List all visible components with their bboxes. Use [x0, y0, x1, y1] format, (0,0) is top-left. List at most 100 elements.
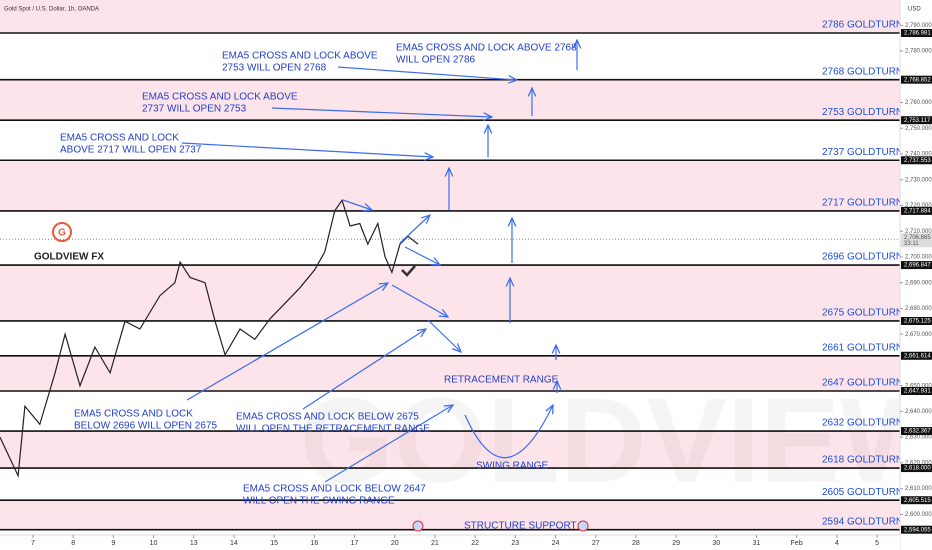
level-label: 2786 GOLDTURN [822, 20, 903, 31]
x-tick-label: 30 [712, 540, 720, 547]
y-tick-label: 2,700.000 [905, 255, 932, 261]
annotation: EMA5 CROSS AND LOCK [74, 409, 193, 420]
annotation: SWING RANGE [476, 461, 549, 472]
y-tick-label: 2,790.000 [905, 23, 932, 29]
annotation: EMA5 CROSS AND LOCK ABOVE [142, 92, 298, 103]
band [0, 79, 900, 121]
annotation: WILL OPEN THE RETRACEMENT RANGE [236, 424, 430, 435]
level-box [901, 75, 932, 84]
x-tick-label: 27 [592, 540, 600, 547]
level-axis-label: 2,661.614 [904, 353, 931, 359]
x-tick-label: 28 [632, 540, 640, 547]
x-tick-label: 7 [31, 540, 35, 547]
level-axis-label: 2,647.931 [904, 389, 931, 395]
x-tick-label: 13 [190, 540, 198, 547]
x-tick-label: 17 [351, 540, 359, 547]
annotation: WILL OPEN 2786 [396, 55, 476, 66]
annotation: EMA5 CROSS AND LOCK BELOW 2675 [236, 412, 419, 423]
annotation: EMA5 CROSS AND LOCK ABOVE [222, 51, 378, 62]
y-tick-label: 2,750.000 [905, 126, 932, 132]
annotation: RETRACEMENT RANGE [444, 375, 559, 386]
header-title: Gold Spot / U.S. Dollar, 1h, OANDA [4, 7, 99, 13]
annotation: EMA5 CROSS AND LOCK ABOVE 2768 [396, 43, 577, 54]
level-box [901, 351, 932, 360]
arrow [302, 329, 426, 410]
flag [412, 520, 424, 532]
level-label: 2737 GOLDTURN [822, 147, 903, 158]
x-tick-label: 20 [391, 540, 399, 547]
arrow [337, 66, 517, 80]
level-axis-label: 2,675.125 [904, 319, 931, 325]
arrow [186, 283, 388, 401]
x-tick-label: 9 [111, 540, 115, 547]
band [0, 265, 900, 321]
price-line [0, 198, 419, 479]
level-label: 2618 GOLDTURN [822, 455, 903, 466]
level-box [901, 427, 932, 436]
level-axis-label: 2,768.852 [904, 77, 931, 83]
level-box [901, 316, 932, 325]
x-tick-label: 23 [511, 540, 519, 547]
level-box [901, 525, 932, 534]
level-label: 2768 GOLDTURN [822, 66, 903, 77]
time-axis [0, 535, 900, 550]
level-box [901, 116, 932, 125]
logo-mark [52, 222, 72, 242]
level-label: 2753 GOLDTURN [822, 107, 903, 118]
x-tick-label: 22 [471, 540, 479, 547]
y-tick-label: 2,640.000 [905, 409, 932, 415]
check-mark [401, 265, 416, 277]
arrow [391, 284, 448, 317]
arrow [324, 405, 453, 483]
level-box [901, 156, 932, 165]
level-label: 2647 GOLDTURN [822, 378, 903, 389]
y-tick-label: 2,630.000 [905, 435, 932, 441]
bands [0, 0, 900, 530]
band [0, 0, 900, 34]
level-axis-label: 2,632.367 [904, 429, 931, 435]
arrow [427, 319, 461, 352]
currency: USD [908, 7, 921, 13]
band [0, 160, 900, 211]
annotation: STRUCTURE SUPPORT [464, 521, 577, 532]
y-tick-label: 2,610.000 [905, 486, 932, 492]
logo: G GOLDVIEW FX [34, 222, 104, 263]
band [0, 500, 900, 530]
y-tick-label: 2,680.000 [905, 306, 932, 312]
levels: 2786 GOLDTURN 2768 GOLDTURN 2753 GOLDTURN 2… [0, 20, 932, 531]
annotation: EMA5 CROSS AND LOCK BELOW 2647 [243, 484, 426, 495]
countdown: 33:11 [904, 241, 919, 247]
annotation: BELOW 2696 WILL OPEN 2675 [74, 421, 217, 432]
watermark: GOLDVIEW [300, 374, 932, 508]
level-label: 2696 GOLDTURN [822, 252, 903, 263]
level-box [901, 387, 932, 396]
level-label: 2717 GOLDTURN [822, 198, 903, 209]
level-box [901, 29, 932, 38]
y-tick-label: 2,600.000 [905, 512, 932, 518]
logo-letter: G [58, 228, 66, 239]
level-axis-label: 2,594.055 [904, 527, 931, 533]
x-tick-label: 21 [431, 540, 439, 547]
annotation: ABOVE 2717 WILL OPEN 2737 [60, 145, 202, 156]
x-tick-label: Feb [791, 540, 803, 547]
annotation: WILL OPEN THE SWING RANGE [243, 496, 395, 507]
level-label: 2632 GOLDTURN [822, 418, 903, 429]
y-tick-label: 2,670.000 [905, 332, 932, 338]
level-axis-label: 2,717.884 [904, 208, 931, 214]
level-label: 2605 GOLDTURN [822, 487, 903, 498]
logo-text: GOLDVIEW FX [34, 252, 104, 263]
swing-arrow [464, 405, 553, 459]
arrow [404, 246, 440, 265]
level-axis-label: 2,605.515 [904, 498, 931, 504]
level-box [901, 206, 932, 215]
level-box [901, 464, 932, 473]
arrow [342, 199, 372, 210]
y-tick-label: 2,710.000 [905, 229, 932, 235]
annotation: 2737 WILL OPEN 2753 [142, 104, 247, 115]
x-tick-label: 10 [150, 540, 158, 547]
price-axis [900, 0, 932, 550]
level-axis-label: 2,618.000 [904, 466, 931, 472]
